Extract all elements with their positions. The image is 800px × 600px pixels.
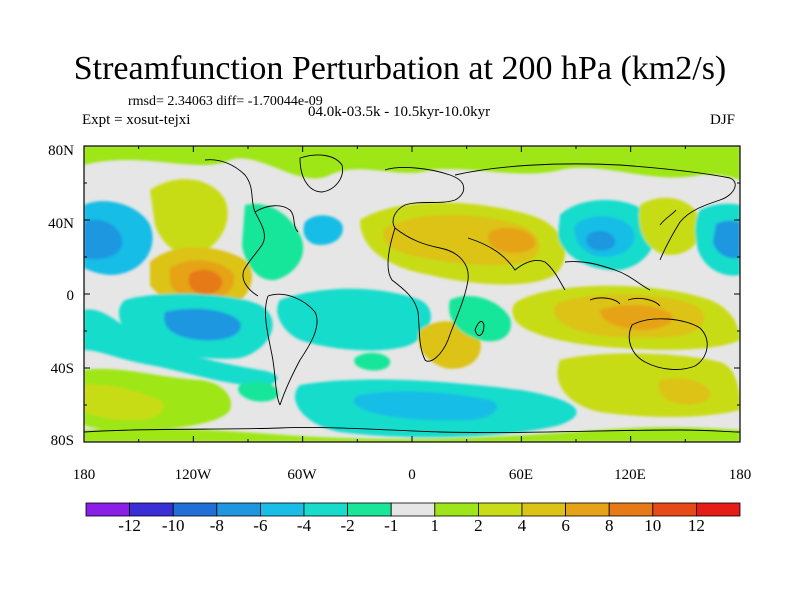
lon-label-60e: 60E	[508, 467, 534, 483]
contour-cyclone-west-pacific-inner	[84, 219, 123, 260]
contour-anticyclone-africa-mid	[382, 214, 540, 266]
colorbar-swatch	[347, 502, 392, 517]
contour-cyclone-east-edge-inner	[713, 220, 740, 259]
colorbar-swatch	[216, 502, 261, 517]
experiment-label: Expt = xosut-tejxi	[82, 112, 191, 128]
colorbar-swatch	[696, 502, 741, 517]
colorbar-label: -8	[209, 516, 224, 535]
contour-negative-pacific-small	[238, 381, 279, 402]
colorbar	[85, 502, 741, 517]
colorbar-swatch	[565, 502, 610, 517]
lon-label-0: 0	[408, 467, 416, 483]
lat-label-80s: 80S	[50, 433, 74, 449]
lat-label-80n: 80N	[48, 143, 74, 159]
coastline-europe	[384, 167, 465, 229]
contour-positive-band-south	[84, 427, 740, 442]
lon-label-120w: 120W	[174, 467, 212, 483]
coastline-southeast-asia	[564, 261, 651, 291]
colorbar-label: -2	[340, 516, 355, 535]
coastline-south-asia	[467, 237, 566, 291]
coastline-indonesia	[589, 297, 621, 305]
colorbar-swatch	[172, 502, 218, 517]
contour-negative-southern-ocean-core	[353, 391, 498, 421]
colorbar-swatch	[85, 502, 130, 517]
colorbar-label: 6	[561, 516, 570, 535]
coastline-africa	[387, 227, 469, 362]
lat-label-40n: 40N	[48, 216, 74, 232]
coastline-north-america-east	[254, 205, 299, 233]
colorbar-label: -10	[161, 516, 185, 535]
colorbar-swatch	[303, 502, 348, 517]
contour-negative-north-atlantic-east	[303, 215, 343, 245]
colorbar-swatch	[521, 502, 566, 517]
coastline-antarctica	[84, 427, 740, 434]
colorbar-label: -12	[118, 516, 141, 535]
coastline-south-america	[267, 293, 318, 406]
contour-anticyclone-arabia-inner	[488, 227, 536, 253]
colorbar-swatch	[608, 502, 654, 517]
coastline-asia	[454, 163, 736, 261]
coastline-north-america	[204, 159, 265, 297]
colorbar-label: -1	[384, 516, 399, 535]
lon-label-60w: 60W	[287, 467, 317, 483]
contour-negative-atlantic-north	[242, 204, 304, 281]
coastline-japan	[659, 209, 677, 226]
colorbar-label: -4	[296, 516, 312, 535]
lon-label-180w: 180	[72, 467, 96, 483]
colorbar-label: -6	[253, 516, 268, 535]
colorbar-swatch	[259, 502, 305, 517]
lat-label-40s: 40S	[50, 361, 74, 377]
period-line: 04.0k-03.5k - 10.5kyr-10.0kyr	[308, 104, 491, 120]
plot-title: Streamfunction Perturbation at 200 hPa (…	[73, 50, 727, 87]
contour-positive-band-north	[84, 146, 740, 180]
contour-positive-south-indian-ocean-core	[658, 378, 711, 405]
contour-positive-pacific-north	[150, 179, 228, 256]
contour-negative-south-atlantic-small	[354, 352, 391, 371]
colorbar-label: 12	[687, 516, 705, 535]
contour-anticyclone-mexico-inner	[188, 269, 223, 295]
colorbar-label: 4	[517, 516, 527, 535]
coastline-madagascar	[474, 320, 485, 336]
contour-negative-south-indian	[449, 296, 511, 342]
contour-negative-atlantic-south	[277, 288, 431, 351]
colorbar-swatch	[477, 502, 523, 517]
colorbar-swatch	[129, 502, 174, 517]
colorbar-swatch	[652, 502, 697, 517]
lon-label-120e: 120E	[614, 467, 646, 483]
coastline-greenland	[299, 154, 343, 193]
contour-cyclone-asia-inner	[586, 230, 616, 251]
contour-positive-west-pacific	[639, 197, 701, 255]
colorbar-label: 10	[644, 516, 662, 535]
contour-cyclone-east-pacific-inner	[164, 308, 241, 341]
stats-line: rmsd= 2.34063 diff= -1.70044e-09	[128, 94, 323, 109]
coastlines	[84, 154, 740, 434]
contour-negative-south-pacific	[84, 309, 278, 386]
colorbar-label: 1	[430, 516, 440, 535]
colorbar-label: 2	[474, 516, 483, 535]
contour-positive-south-pacific-core	[84, 384, 164, 421]
coastline-new-guinea	[627, 297, 661, 307]
coastline-australia	[628, 318, 708, 370]
colorbar-swatch	[390, 502, 436, 517]
colorbar-label: 8	[604, 516, 614, 535]
lon-label-180e: 180	[728, 467, 752, 483]
axis-ticks	[83, 145, 741, 443]
season-label: DJF	[710, 112, 736, 128]
coastline-south-america-west	[265, 295, 281, 406]
contour-anticyclone-indian-ocean-inner	[600, 305, 673, 330]
lat-label-0: 0	[66, 288, 75, 304]
contour-field	[84, 146, 740, 442]
colorbar-swatch	[434, 502, 479, 517]
